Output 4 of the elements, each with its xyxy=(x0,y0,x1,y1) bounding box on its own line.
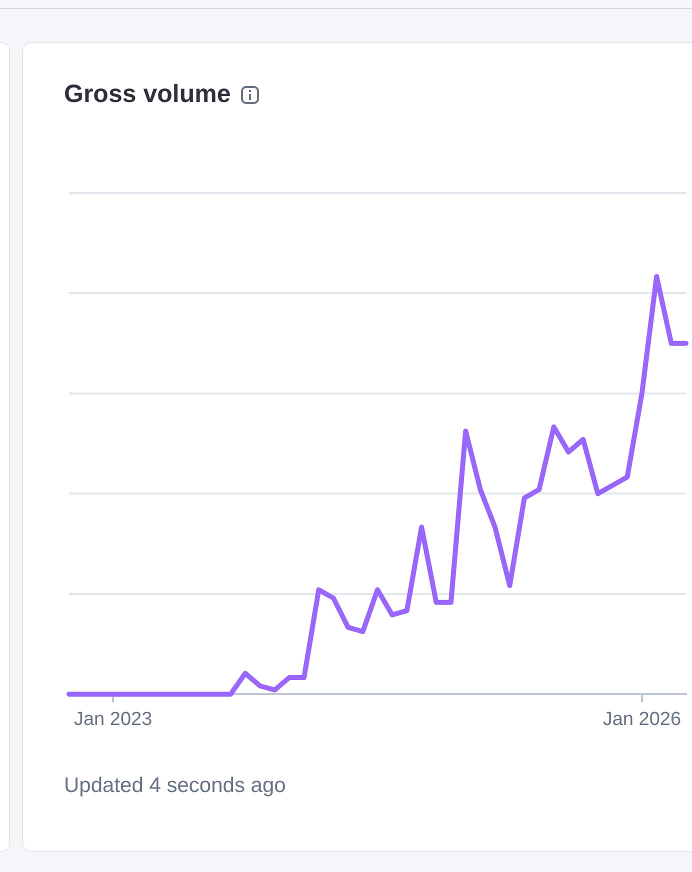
chart-title: Gross volume xyxy=(64,80,231,109)
x-tick-label: Jan 2026 xyxy=(602,708,682,730)
text: Updated 4 seconds ago xyxy=(64,774,286,798)
x-tick-label: Jan 2023 xyxy=(74,708,152,730)
